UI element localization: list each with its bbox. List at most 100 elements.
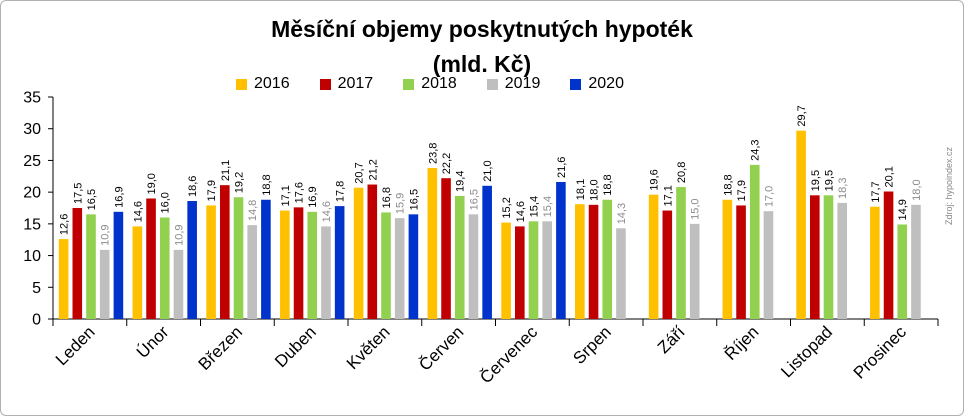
x-category-label: Červenec	[476, 322, 541, 387]
data-label: 10,9	[173, 224, 185, 245]
data-label: 19,2	[234, 172, 246, 193]
data-label: 20,1	[884, 166, 896, 187]
data-label: 14,8	[247, 200, 259, 221]
bar	[911, 204, 921, 319]
data-label: 19,4	[455, 171, 467, 192]
x-category-label: Listopad	[777, 322, 836, 381]
bar	[132, 226, 143, 319]
bar	[810, 195, 820, 319]
data-label: 10,9	[100, 224, 112, 245]
x-category-label: Říjen	[721, 322, 762, 363]
data-label: 15,4	[542, 196, 554, 217]
x-category-label: Srpen	[569, 322, 615, 368]
data-label: 18,0	[911, 179, 923, 200]
data-label: 18,1	[575, 179, 587, 200]
bar	[321, 226, 331, 319]
legend-item: 2020	[570, 75, 624, 93]
y-tick-label: 0	[32, 312, 41, 329]
bar	[394, 218, 405, 319]
data-label: 15,4	[529, 196, 541, 217]
bar	[187, 201, 197, 319]
bar	[293, 207, 304, 319]
data-label: 16,9	[307, 186, 319, 207]
data-label: 15,2	[501, 197, 513, 218]
data-label: 19,5	[810, 170, 822, 191]
bar	[233, 197, 244, 319]
data-label: 17,9	[206, 180, 218, 201]
legend-item: 2018	[403, 75, 457, 93]
legend-swatch	[486, 78, 498, 90]
y-tick-label: 30	[23, 121, 41, 138]
data-label: 18,8	[602, 174, 614, 195]
bar	[334, 206, 345, 319]
bar	[468, 214, 479, 319]
data-label: 17,1	[662, 185, 674, 206]
legend-swatch	[236, 78, 247, 90]
bar	[206, 205, 216, 319]
bar	[870, 206, 880, 319]
bar	[454, 195, 465, 319]
data-label: 21,6	[556, 157, 568, 178]
bar	[722, 199, 733, 319]
data-label: 14,3	[616, 203, 628, 224]
data-label: 19,0	[146, 173, 158, 194]
x-category-label: Únor	[133, 322, 173, 362]
x-category-label: Leden	[52, 322, 99, 369]
bar	[542, 221, 552, 319]
y-tick-label: 35	[23, 90, 41, 107]
chart-legend: 2016 2017 2018 2019 2020	[236, 74, 654, 94]
data-label: 17,5	[72, 183, 84, 204]
bar	[823, 195, 834, 319]
chart-subtitle: (mld. Kč)	[432, 51, 532, 77]
data-label: 29,7	[796, 105, 808, 126]
data-label: 17,9	[736, 180, 748, 201]
data-label: 18,8	[261, 174, 273, 195]
x-category-label: Duben	[271, 322, 320, 371]
legend-swatch	[403, 78, 415, 90]
bar	[616, 228, 626, 319]
bar	[427, 168, 438, 319]
bar	[662, 210, 673, 319]
bar	[515, 226, 525, 319]
bar	[763, 211, 774, 319]
x-category-label: Září	[654, 322, 689, 357]
bar	[408, 214, 419, 319]
bar	[883, 191, 894, 319]
bar	[897, 224, 908, 319]
chart-title: Měsíční objemy poskytnutých hypoték	[271, 16, 693, 42]
x-category-label: Květen	[343, 322, 394, 373]
data-label: 14,6	[515, 201, 527, 222]
data-label: 21,0	[482, 160, 494, 181]
data-label: 18,3	[837, 178, 849, 199]
bar	[482, 185, 492, 319]
data-label: 23,8	[427, 143, 439, 164]
data-label: 18,0	[589, 179, 601, 200]
data-label: 12,6	[59, 214, 71, 235]
legend-label: 2016	[254, 75, 290, 92]
y-tick-label: 15	[23, 216, 41, 233]
bar	[837, 202, 847, 319]
bar	[146, 198, 156, 319]
bar	[528, 221, 539, 319]
data-label: 17,0	[763, 186, 775, 207]
bar	[367, 184, 378, 319]
data-label: 17,6	[294, 182, 306, 203]
x-category-label: Prosinec	[850, 322, 911, 383]
bar	[58, 239, 69, 319]
x-category-label: Červen	[415, 322, 467, 374]
data-label: 17,7	[870, 181, 882, 202]
bar	[556, 181, 566, 319]
bar	[99, 249, 110, 319]
data-label: 14,9	[897, 199, 909, 220]
legend-label: 2019	[504, 75, 541, 92]
bar	[648, 194, 659, 319]
bar	[689, 223, 700, 319]
bar	[749, 164, 760, 319]
bar	[86, 214, 96, 319]
legend-item: 2017	[319, 75, 373, 93]
legend-label: 2018	[421, 75, 457, 92]
data-label: 20,8	[676, 162, 688, 183]
bar	[113, 211, 124, 319]
bar	[247, 225, 257, 319]
